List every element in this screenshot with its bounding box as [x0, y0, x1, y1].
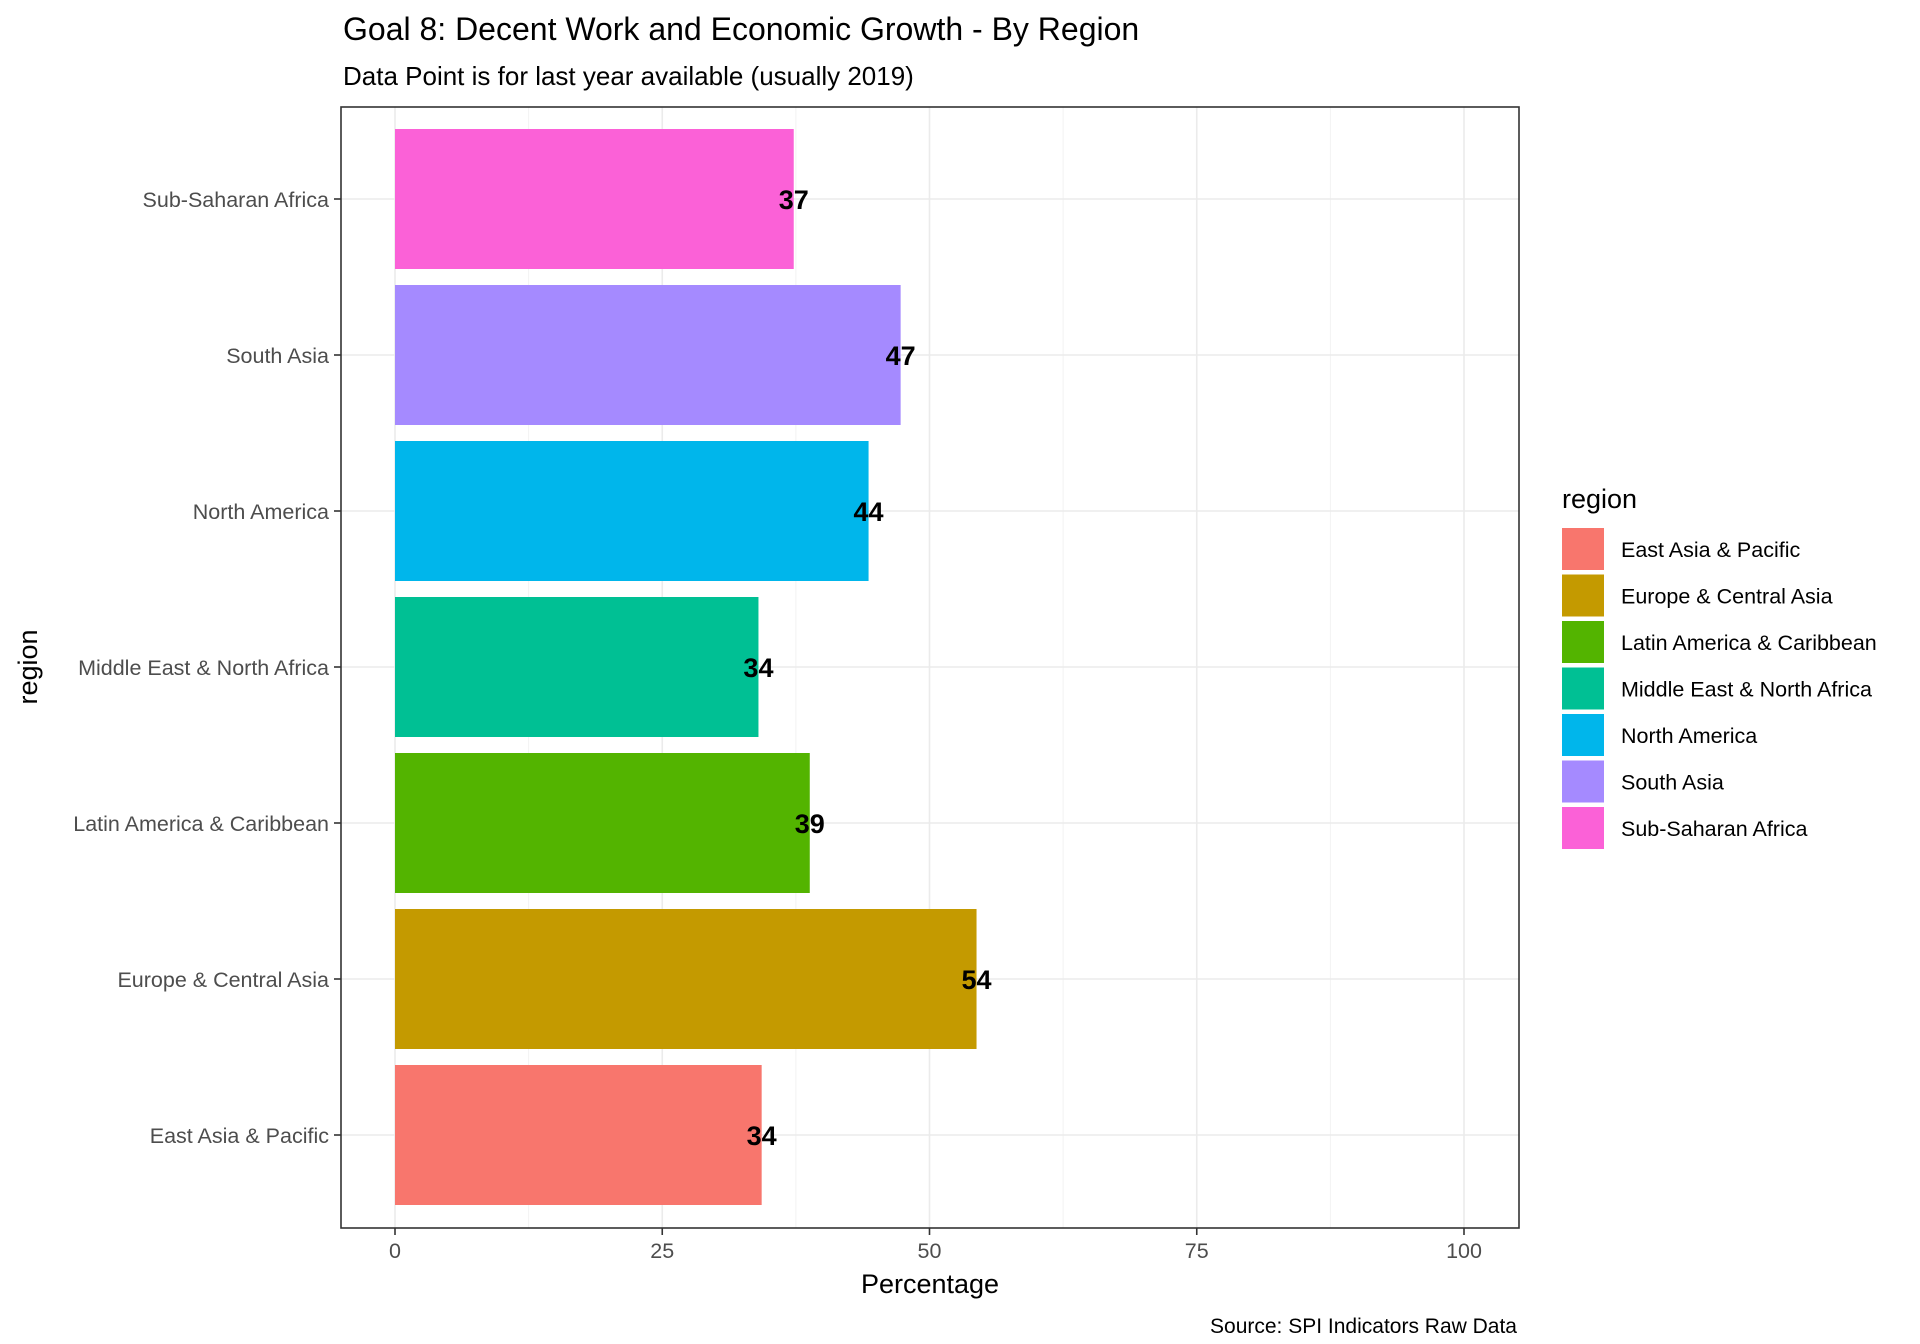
y-axis-label: region	[13, 629, 43, 704]
y-tick-label: East Asia & Pacific	[150, 1124, 329, 1148]
legend-key	[1562, 574, 1604, 617]
y-tick-label: Europe & Central Asia	[117, 968, 329, 992]
chart-title: Goal 8: Decent Work and Economic Growth …	[343, 11, 1139, 47]
bar-value-label: 39	[795, 809, 825, 839]
bar-value-label: 54	[962, 965, 992, 995]
y-tick-label: Middle East & North Africa	[78, 656, 329, 680]
legend: region East Asia & Pacific Europe & Centr…	[1562, 484, 1877, 849]
x-tick-label: 100	[1446, 1239, 1482, 1263]
x-axis-label: Percentage	[861, 1269, 999, 1299]
bar-sub-saharan-africa	[395, 129, 794, 269]
x-tick-label: 25	[650, 1239, 674, 1263]
y-tick-label: North America	[193, 500, 329, 524]
bar-value-label: 34	[747, 1121, 777, 1151]
x-tick-label: 75	[1185, 1239, 1209, 1263]
bar-europe-central-asia	[395, 909, 977, 1049]
legend-label: Latin America & Caribbean	[1621, 631, 1877, 655]
bar-value-label: 34	[743, 653, 773, 683]
bar-value-labels: 34 54 39 34 44 47 37	[743, 185, 991, 1151]
x-tick-label: 0	[389, 1239, 401, 1263]
legend-title: region	[1562, 484, 1637, 514]
legend-key	[1562, 621, 1604, 663]
y-tick-label: Latin America & Caribbean	[73, 812, 329, 836]
legend-key	[1562, 667, 1604, 710]
legend-label: East Asia & Pacific	[1621, 538, 1800, 562]
legend-label: Middle East & North Africa	[1621, 678, 1872, 702]
y-axis-ticks: East Asia & Pacific Europe & Central Asia…	[73, 188, 341, 1148]
bar-value-label: 47	[886, 341, 916, 371]
y-tick-label: South Asia	[226, 344, 329, 368]
legend-label: Europe & Central Asia	[1621, 585, 1833, 609]
chart-subtitle: Data Point is for last year available (u…	[343, 61, 914, 91]
bar-latin-america-caribbean	[395, 753, 810, 893]
legend-label: Sub-Saharan Africa	[1621, 817, 1807, 841]
bar-south-asia	[395, 285, 901, 425]
bars	[395, 129, 977, 1205]
legend-key	[1562, 807, 1604, 849]
legend-items: East Asia & Pacific Europe & Central Asia…	[1562, 528, 1877, 849]
legend-key	[1562, 760, 1604, 803]
bar-east-asia-pacific	[395, 1065, 762, 1205]
legend-key	[1562, 714, 1604, 756]
x-tick-label: 50	[918, 1239, 942, 1263]
legend-key	[1562, 528, 1604, 570]
bar-middle-east-north-africa	[395, 597, 759, 737]
bar-north-america	[395, 441, 869, 581]
bar-value-label: 44	[854, 497, 884, 527]
y-tick-label: Sub-Saharan Africa	[143, 188, 329, 212]
x-axis-ticks: 0 25 50 75 100	[389, 1228, 1482, 1263]
bar-value-label: 37	[779, 185, 809, 215]
chart-caption: Source: SPI Indicators Raw Data	[1210, 1315, 1517, 1338]
legend-label: South Asia	[1621, 771, 1724, 795]
legend-label: North America	[1621, 724, 1757, 748]
